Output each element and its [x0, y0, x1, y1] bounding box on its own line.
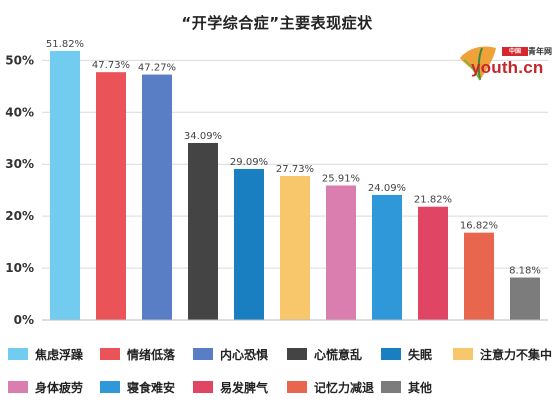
youth-cn-logo: 中国 青年网 youth.cn — [456, 40, 552, 84]
y-tick-label: 20% — [5, 209, 34, 223]
logo-wordmark: youth.cn — [471, 58, 544, 77]
bar — [234, 168, 264, 320]
data-label: 24.09% — [368, 183, 406, 194]
legend-swatch — [381, 381, 401, 393]
bar-chart: 0% 10% 20% 30% 40% 50% 51.82% 47.73% 47.27% 34.09… — [5, 39, 548, 327]
y-tick-label: 10% — [5, 261, 34, 275]
legend-swatch — [287, 381, 307, 393]
data-label: 27.73% — [276, 164, 314, 175]
bar — [96, 72, 126, 321]
bar — [50, 50, 80, 320]
bar — [418, 206, 448, 320]
legend-item: 内心恐惧 — [193, 346, 268, 362]
legend-swatch — [287, 348, 307, 360]
data-label: 29.09% — [230, 157, 268, 168]
bar — [280, 176, 310, 320]
data-label: 47.73% — [92, 60, 130, 71]
bar — [188, 142, 218, 320]
data-label: 21.82% — [414, 195, 452, 206]
legend-swatch — [381, 348, 401, 360]
data-label: 47.27% — [138, 63, 176, 74]
legend-item: 其他 — [381, 379, 432, 395]
bar — [372, 194, 402, 320]
data-label: 8.18% — [509, 266, 541, 277]
legend-swatch — [100, 381, 120, 393]
legend-swatch — [100, 348, 120, 360]
legend-swatch — [193, 381, 213, 393]
y-tick-label: 0% — [14, 313, 34, 327]
logo-badge: 中国 — [502, 47, 528, 56]
y-tick-label: 50% — [5, 53, 34, 67]
legend-label: 失眠 — [408, 347, 433, 362]
ginkgo-leaf-icon — [460, 46, 496, 81]
legend-label: 身体疲劳 — [35, 380, 84, 395]
data-label: 25.91% — [322, 173, 360, 184]
data-label: 34.09% — [184, 131, 222, 142]
chart-title: “开学综合症”主要表现症状 — [181, 14, 373, 32]
legend-label: 心慌意乱 — [314, 347, 363, 362]
bar — [142, 74, 172, 320]
legend-label: 易发脾气 — [220, 380, 269, 395]
legend-label: 内心恐惧 — [220, 347, 269, 362]
legend-label: 情绪低落 — [127, 347, 176, 362]
chart-legend: 焦虑浮躁 情绪低落 内心恐惧 心慌意乱 失眠 注意力不集中身体疲劳 寝食难安 易发脾气 记忆力减… — [0, 338, 554, 404]
legend-label: 其他 — [408, 380, 433, 395]
legend-label: 焦虑浮躁 — [35, 347, 84, 362]
bar — [326, 185, 356, 320]
legend-item: 易发脾气 — [193, 379, 268, 395]
legend-item: 心慌意乱 — [287, 346, 362, 362]
legend-label: 寝食难安 — [127, 380, 176, 395]
legend-swatch — [453, 348, 473, 360]
legend-swatch — [8, 381, 28, 393]
legend-item: 情绪低落 — [100, 346, 175, 362]
data-label: 16.82% — [460, 221, 498, 232]
data-label: 51.82% — [46, 39, 84, 50]
bar — [464, 232, 494, 320]
logo-site-name: 青年网 — [528, 46, 552, 56]
legend-item: 焦虑浮躁 — [8, 346, 83, 362]
legend-swatch — [193, 348, 213, 360]
legend-label: 记忆力减退 — [314, 380, 375, 395]
y-tick-label: 30% — [5, 157, 34, 171]
legend-item: 身体疲劳 — [8, 379, 83, 395]
bar — [510, 277, 540, 320]
legend-label: 注意力不集中 — [480, 347, 553, 362]
legend-item: 注意力不集中 — [453, 346, 552, 362]
y-tick-label: 40% — [5, 105, 34, 119]
legend-swatch — [8, 348, 28, 360]
legend-item: 寝食难安 — [100, 379, 175, 395]
legend-item: 记忆力减退 — [287, 379, 374, 395]
legend-item: 失眠 — [381, 346, 432, 362]
